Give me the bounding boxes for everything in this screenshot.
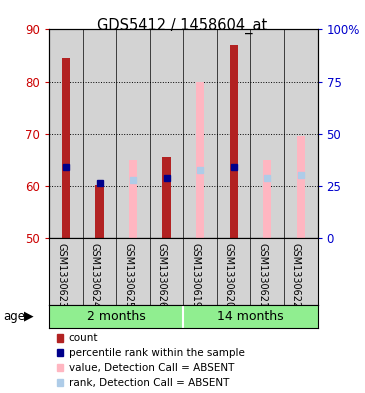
- Bar: [95, 185, 104, 238]
- Bar: [83, 29, 116, 238]
- Bar: [284, 29, 318, 238]
- Text: percentile rank within the sample: percentile rank within the sample: [69, 348, 245, 358]
- Text: 2 months: 2 months: [87, 310, 146, 323]
- Bar: [217, 29, 250, 238]
- Text: ▶: ▶: [24, 310, 33, 323]
- Bar: [116, 29, 150, 238]
- Text: GSM1330621: GSM1330621: [257, 243, 267, 308]
- Text: GSM1330625: GSM1330625: [123, 243, 133, 309]
- Bar: [230, 45, 238, 238]
- Text: GDS5412 / 1458604_at: GDS5412 / 1458604_at: [97, 18, 268, 34]
- Bar: [129, 160, 137, 238]
- Bar: [250, 29, 284, 238]
- Text: GSM1330622: GSM1330622: [291, 243, 301, 309]
- Bar: [162, 157, 171, 238]
- Bar: [297, 136, 305, 238]
- Text: GSM1330620: GSM1330620: [224, 243, 234, 308]
- Text: GSM1330624: GSM1330624: [89, 243, 100, 308]
- Bar: [183, 29, 217, 238]
- Text: rank, Detection Call = ABSENT: rank, Detection Call = ABSENT: [69, 378, 229, 388]
- Bar: [62, 58, 70, 238]
- Text: value, Detection Call = ABSENT: value, Detection Call = ABSENT: [69, 363, 234, 373]
- Text: GSM1330619: GSM1330619: [190, 243, 200, 308]
- Bar: [49, 29, 83, 238]
- Text: 14 months: 14 months: [217, 310, 284, 323]
- Bar: [150, 29, 184, 238]
- Bar: [183, 305, 318, 328]
- Text: GSM1330623: GSM1330623: [56, 243, 66, 308]
- Text: age: age: [4, 310, 26, 323]
- Text: count: count: [69, 333, 98, 343]
- Bar: [49, 305, 183, 328]
- Bar: [263, 160, 272, 238]
- Bar: [196, 81, 204, 238]
- Text: GSM1330626: GSM1330626: [157, 243, 167, 308]
